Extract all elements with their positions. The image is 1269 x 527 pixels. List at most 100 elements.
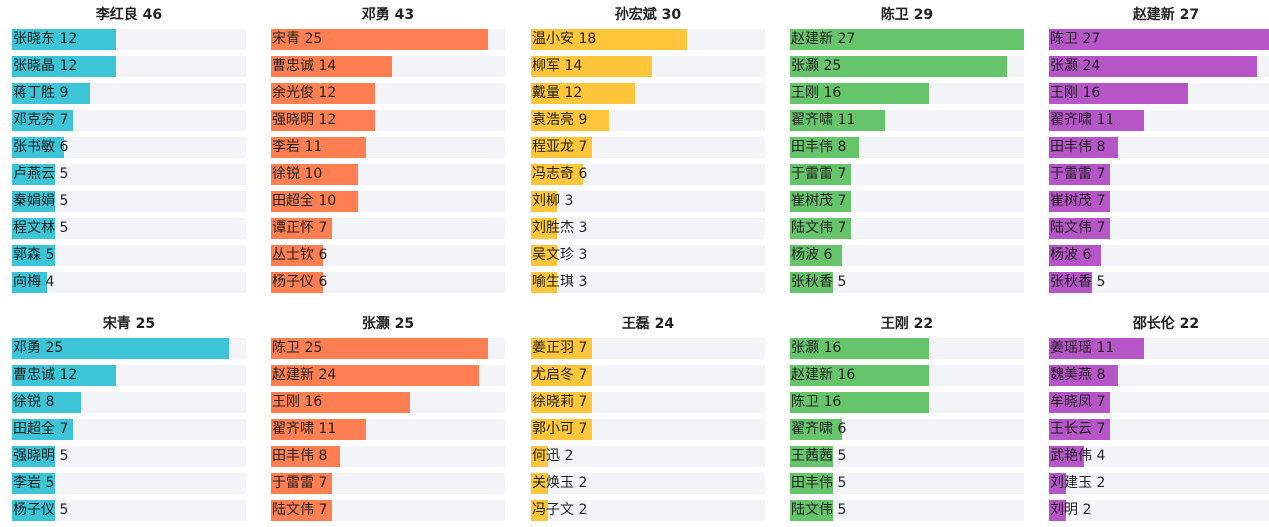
- bar-row: 杨子仪 5: [12, 500, 246, 521]
- bar-row: 王长云 7: [1049, 419, 1269, 440]
- bar: [531, 473, 548, 494]
- bar-label: 何迅 2: [532, 448, 574, 464]
- bar: [790, 29, 1024, 50]
- bar: [12, 191, 55, 212]
- bar: [271, 419, 366, 440]
- bar-label: 张秋香 5: [1050, 274, 1106, 290]
- bar-label: 柳军 14: [532, 58, 583, 74]
- bar: [1049, 392, 1110, 413]
- bar-row: 田超全 10: [271, 191, 505, 212]
- bar-label: 李岩 11: [272, 139, 323, 155]
- chart-title: 赵建新 27: [1132, 7, 1200, 23]
- bar-row: 姜正羽 7: [531, 338, 765, 359]
- bar-row: 程文林 5: [12, 218, 246, 239]
- bar-label: 温小安 18: [532, 31, 597, 47]
- bar-track: [12, 446, 246, 467]
- bar: [531, 29, 687, 50]
- bar-row: 于雷雷 7: [1049, 164, 1269, 185]
- bar-track: [1049, 500, 1269, 521]
- bar-row: 张秋香 5: [790, 272, 1024, 293]
- bar-track: [12, 272, 246, 293]
- bar-track: [790, 446, 1024, 467]
- bar-track: [531, 446, 765, 467]
- bar: [531, 110, 609, 131]
- bar: [271, 83, 375, 104]
- bar-label: 秦娟娟 5: [13, 193, 69, 209]
- bar-row: 崔树茂 7: [790, 191, 1024, 212]
- bar-label: 张秋香 5: [791, 274, 847, 290]
- bar: [12, 245, 55, 266]
- bar-label: 卢燕云 5: [13, 166, 69, 182]
- bar-row: 袁浩亮 9: [531, 110, 765, 131]
- bar: [1049, 110, 1144, 131]
- bar: [1049, 29, 1269, 50]
- bar: [12, 137, 64, 158]
- bar: [790, 473, 833, 494]
- bar-label: 吴文珍 3: [532, 247, 588, 263]
- bar: [271, 218, 332, 239]
- bar-row: 杨波 6: [790, 245, 1024, 266]
- bar-row: 翟齐啸 6: [790, 419, 1024, 440]
- bar: [12, 419, 73, 440]
- bar-row: 陆文伟 5: [790, 500, 1024, 521]
- bar-row: 戴量 12: [531, 83, 765, 104]
- bar: [271, 473, 332, 494]
- bar: [1049, 83, 1188, 104]
- chart-title: 邓勇 43: [361, 7, 415, 23]
- bar: [12, 446, 55, 467]
- bar-row: 喻生琪 3: [531, 272, 765, 293]
- bar-label: 于雷雷 7: [791, 166, 847, 182]
- bar: [531, 272, 557, 293]
- bar-row: 张秋香 5: [1049, 272, 1269, 293]
- bar-label: 翟齐啸 11: [272, 421, 337, 437]
- bar-label: 赵建新 24: [272, 367, 337, 383]
- bar-label: 关焕玉 2: [532, 475, 588, 491]
- bar-track: [531, 218, 765, 239]
- bar-row: 赵建新 24: [271, 365, 505, 386]
- bar-row: 李岩 5: [12, 473, 246, 494]
- bar-row: 陆文伟 7: [271, 500, 505, 521]
- bar: [12, 500, 55, 521]
- bar-label: 翟齐啸 6: [791, 421, 847, 437]
- bar-row: 王茜茜 5: [790, 446, 1024, 467]
- bar-label: 田超全 7: [13, 421, 69, 437]
- bar-label: 王刚 16: [791, 85, 842, 101]
- bar-row: 徐锐 8: [12, 392, 246, 413]
- bar-label: 张晓晶 12: [13, 58, 78, 74]
- bar: [271, 365, 479, 386]
- bar-label: 陆文伟 5: [791, 502, 847, 518]
- bar-label: 姜瑶瑶 11: [1050, 340, 1115, 356]
- bar-label: 刘胜杰 3: [532, 220, 588, 236]
- bar-row: 田超全 7: [12, 419, 246, 440]
- bar: [531, 338, 592, 359]
- bar-label: 王茜茜 5: [791, 448, 847, 464]
- bar-row: 刘柳 3: [531, 191, 765, 212]
- bar: [271, 446, 340, 467]
- chart-title: 邵长伦 22: [1132, 316, 1200, 332]
- bar-row: 牟晓凤 7: [1049, 392, 1269, 413]
- bar-row: 杨子仪 6: [271, 272, 505, 293]
- bar-label: 于雷雷 7: [272, 475, 328, 491]
- bar: [1049, 137, 1118, 158]
- bar-row: 田丰伟 5: [790, 473, 1024, 494]
- chart-panel: 李红良 46 张晓东 12 张晓晶 12 蒋丁胜 9 邓克穷 7 张书敏 6 卢燕云 5 秦娟…: [12, 5, 246, 299]
- bar: [531, 137, 592, 158]
- bar-track: [271, 272, 505, 293]
- bar-label: 王刚 16: [1050, 85, 1101, 101]
- bar-track: [271, 245, 505, 266]
- bar-row: 尤启冬 7: [531, 365, 765, 386]
- bar-label: 田丰伟 8: [272, 448, 328, 464]
- chart-panel: 邵长伦 22 姜瑶瑶 11 魏美燕 8 牟晓凤 7 王长云 7 武艳伟 4 刘建玉 2 刘明 …: [1049, 314, 1269, 527]
- bar: [12, 338, 229, 359]
- bar-row: 刘建玉 2: [1049, 473, 1269, 494]
- bar-label: 赵建新 27: [791, 31, 856, 47]
- bar-row: 王刚 16: [790, 83, 1024, 104]
- bar: [1049, 272, 1092, 293]
- bar: [12, 110, 73, 131]
- bar: [1049, 245, 1101, 266]
- bar-label: 翟齐啸 11: [1050, 112, 1115, 128]
- bar-row: 田丰伟 8: [790, 137, 1024, 158]
- bar: [1049, 473, 1066, 494]
- bar-row: 徐锐 10: [271, 164, 505, 185]
- bar-track: [790, 473, 1024, 494]
